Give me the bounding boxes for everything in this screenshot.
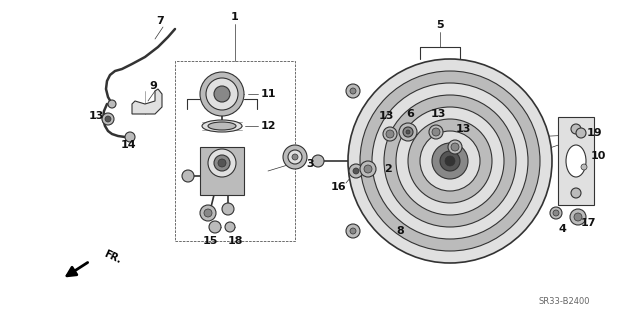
Circle shape (364, 165, 372, 173)
Text: 7: 7 (156, 16, 164, 26)
Ellipse shape (217, 122, 227, 126)
Circle shape (403, 127, 413, 137)
Polygon shape (200, 147, 244, 195)
Text: SR33-B2400: SR33-B2400 (538, 296, 590, 306)
Circle shape (214, 86, 230, 102)
Text: 13: 13 (430, 109, 445, 119)
Text: 5: 5 (436, 20, 444, 30)
Circle shape (200, 205, 216, 221)
Text: 16: 16 (330, 182, 346, 192)
Circle shape (200, 72, 244, 116)
Circle shape (283, 145, 307, 169)
Text: 13: 13 (378, 111, 394, 121)
Circle shape (350, 228, 356, 234)
Circle shape (448, 140, 462, 154)
Circle shape (360, 71, 540, 251)
Circle shape (288, 150, 302, 164)
Text: 3: 3 (306, 159, 314, 169)
Text: 8: 8 (396, 226, 404, 236)
Text: 17: 17 (580, 218, 596, 228)
Circle shape (292, 154, 298, 160)
Circle shape (429, 125, 443, 139)
Circle shape (349, 164, 363, 178)
Text: 18: 18 (227, 236, 243, 246)
Circle shape (383, 127, 397, 141)
Circle shape (581, 164, 587, 170)
Polygon shape (558, 117, 594, 205)
Text: 1: 1 (231, 12, 239, 22)
Circle shape (406, 130, 410, 134)
Circle shape (182, 170, 194, 182)
Circle shape (350, 88, 356, 94)
Circle shape (214, 155, 230, 171)
Ellipse shape (566, 145, 586, 177)
Circle shape (386, 130, 394, 138)
Circle shape (432, 128, 440, 136)
Circle shape (396, 107, 504, 215)
Circle shape (353, 168, 359, 174)
Text: 10: 10 (590, 151, 605, 161)
Circle shape (571, 188, 581, 198)
Circle shape (105, 116, 111, 122)
Text: 2: 2 (384, 164, 392, 174)
Circle shape (348, 59, 552, 263)
Text: 15: 15 (202, 236, 218, 246)
Text: 12: 12 (260, 121, 276, 131)
Text: FR.: FR. (102, 249, 122, 265)
Polygon shape (132, 89, 162, 114)
Text: 13: 13 (88, 111, 104, 121)
Text: 4: 4 (558, 224, 566, 234)
Circle shape (346, 224, 360, 238)
Circle shape (432, 143, 468, 179)
Circle shape (360, 161, 376, 177)
Circle shape (206, 78, 238, 110)
Text: 11: 11 (260, 89, 276, 99)
Text: 13: 13 (455, 124, 470, 134)
Circle shape (346, 84, 360, 98)
Circle shape (440, 151, 460, 171)
Circle shape (420, 131, 480, 191)
Circle shape (445, 156, 455, 166)
Text: 9: 9 (149, 81, 157, 91)
Ellipse shape (208, 122, 236, 130)
Circle shape (399, 123, 417, 141)
Ellipse shape (202, 120, 242, 132)
Circle shape (102, 113, 114, 125)
Circle shape (576, 128, 586, 138)
Text: 14: 14 (120, 140, 136, 150)
Circle shape (550, 207, 562, 219)
Circle shape (570, 209, 586, 225)
Circle shape (574, 213, 582, 221)
Circle shape (222, 203, 234, 215)
Text: 19: 19 (586, 128, 602, 138)
Circle shape (218, 159, 226, 167)
Circle shape (125, 132, 135, 142)
Circle shape (553, 210, 559, 216)
Circle shape (108, 100, 116, 108)
Circle shape (571, 124, 581, 134)
Circle shape (408, 119, 492, 203)
Circle shape (372, 83, 528, 239)
Circle shape (312, 155, 324, 167)
Circle shape (204, 209, 212, 217)
Text: 6: 6 (406, 109, 414, 119)
Circle shape (209, 221, 221, 233)
Circle shape (225, 222, 235, 232)
Circle shape (208, 149, 236, 177)
Circle shape (451, 143, 459, 151)
Circle shape (384, 95, 516, 227)
